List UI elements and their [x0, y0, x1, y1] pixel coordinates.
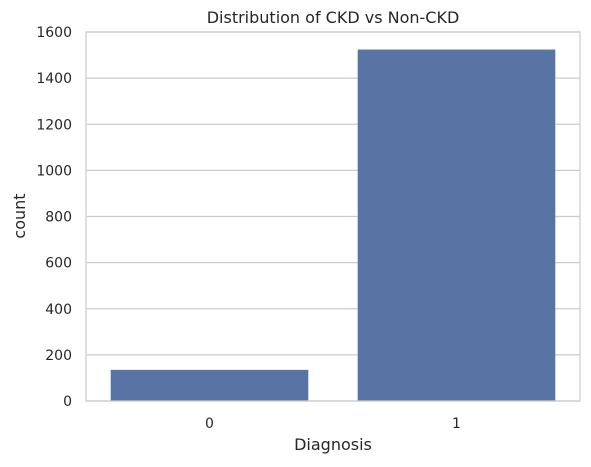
- bar-0: [110, 369, 309, 401]
- x-tick-label: 1: [452, 416, 461, 432]
- x-tick-label: 0: [205, 416, 214, 432]
- plot-frame: [85, 31, 581, 402]
- y-tick-label: 400: [45, 302, 72, 318]
- x-axis-label: Diagnosis: [294, 435, 372, 454]
- y-tick-label: 1600: [36, 25, 72, 41]
- y-tick-label: 1200: [36, 117, 72, 133]
- y-tick-label: 200: [45, 348, 72, 364]
- y-tick-label: 800: [45, 210, 72, 226]
- y-tick-label: 1000: [36, 163, 72, 179]
- bar-1: [357, 49, 556, 402]
- y-tick-label: 1400: [36, 71, 72, 87]
- bars: [110, 49, 556, 402]
- y-tick-label: 0: [63, 394, 72, 410]
- chart-title: Distribution of CKD vs Non-CKD: [207, 8, 460, 27]
- y-tick-labels: 0 200 400 600 800 1000 1200 1400 1600: [36, 25, 72, 410]
- y-tick-label: 600: [45, 256, 72, 272]
- y-axis-label: count: [10, 193, 29, 238]
